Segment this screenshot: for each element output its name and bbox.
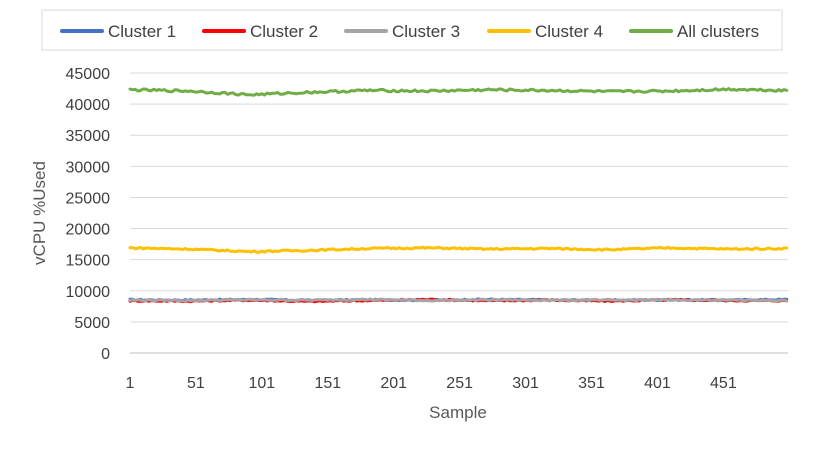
y-tick-label: 45000 [66,66,111,83]
x-axis-title: Sample [429,403,487,422]
y-tick-label: 15000 [66,253,111,270]
legend-label-all-clusters: All clusters [677,22,759,41]
y-tick-label: 20000 [66,222,111,239]
y-tick-label: 5000 [74,315,110,332]
legend-label-cluster-4: Cluster 4 [535,22,603,41]
x-tick-label: 301 [512,375,539,392]
series-line-cluster-3 [128,297,789,303]
series-line-cluster-4 [128,245,789,254]
x-tick-label: 51 [187,375,205,392]
x-tick-label: 151 [314,375,341,392]
x-axis-tick-labels: 1 51 101 151 201 251 301 351 401 451 [126,375,737,392]
x-tick-label: 351 [578,375,605,392]
x-tick-label: 251 [446,375,473,392]
y-tick-label: 30000 [66,159,111,176]
series-line-all-clusters [128,87,789,97]
y-tick-label: 0 [101,346,110,363]
x-tick-label: 1 [126,375,135,392]
gridlines [130,72,788,354]
legend-label-cluster-3: Cluster 3 [392,22,460,41]
x-tick-label: 201 [380,375,407,392]
x-tick-label: 101 [249,375,276,392]
y-tick-label: 35000 [66,128,111,145]
y-tick-label: 25000 [66,190,111,207]
y-axis-tick-labels: 0 5000 10000 15000 20000 25000 30000 35000 40000… [66,66,111,363]
y-tick-label: 40000 [66,97,111,114]
legend-label-cluster-2: Cluster 2 [250,22,318,41]
x-tick-label: 401 [644,375,671,392]
y-axis-title: vCPU %Used [30,161,49,265]
series-lines [128,87,789,304]
legend: Cluster 1 Cluster 2 Cluster 3 Cluster 4 All … [41,9,783,51]
legend-label-cluster-1: Cluster 1 [108,22,176,41]
x-tick-label: 451 [710,375,737,392]
y-tick-label: 10000 [66,284,111,301]
